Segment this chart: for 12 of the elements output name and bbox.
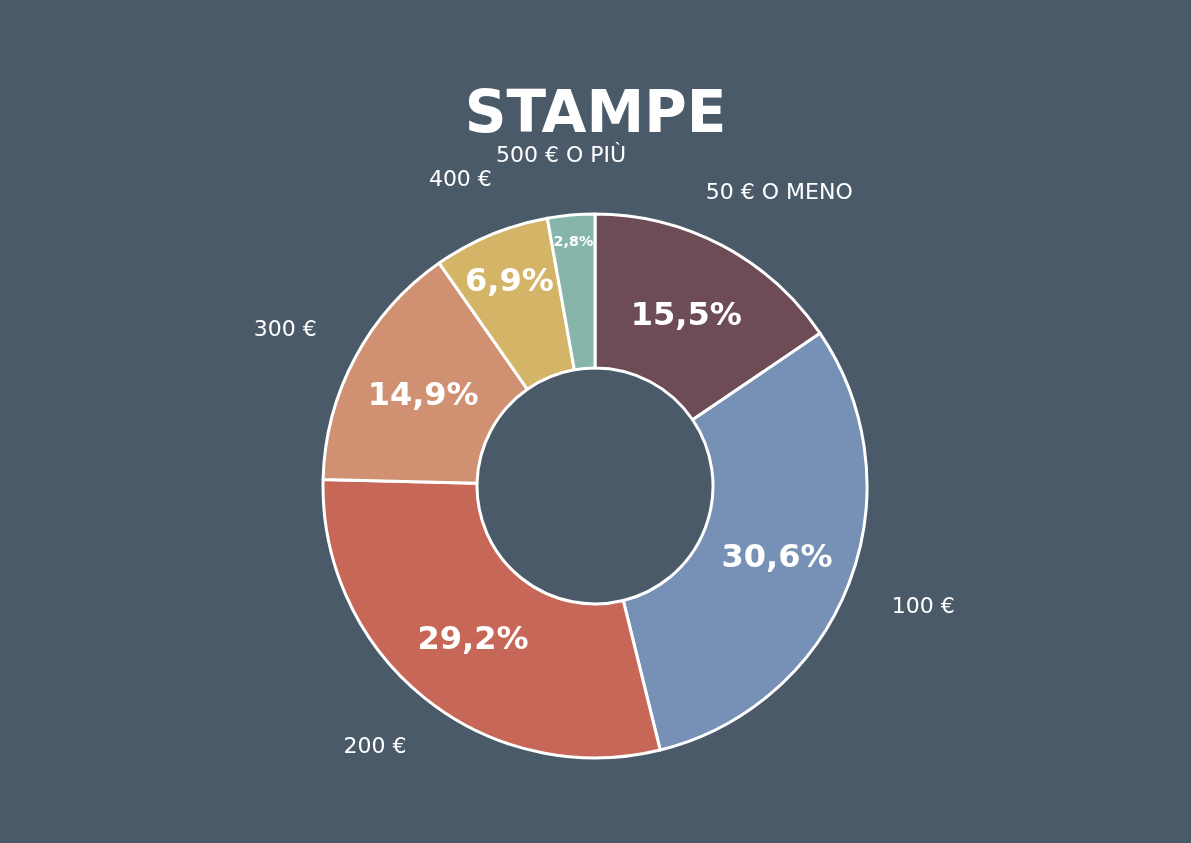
slice-label: 50 € O MENO [705, 179, 853, 205]
data-label: 15,5% [630, 294, 742, 333]
data-label: 29,2% [417, 619, 529, 658]
data-label: 2,8% [553, 233, 594, 250]
slice-label: 300 € [253, 316, 317, 342]
data-label: 6,9% [465, 260, 554, 299]
slice-label: 500 € O PIÙ [496, 141, 627, 167]
slice-label: 400 € [428, 165, 492, 191]
data-label: 14,9% [367, 374, 479, 413]
slice-label: 200 € [343, 733, 407, 759]
data-label: 30,6% [721, 536, 833, 575]
slice-label: 100 € [891, 592, 955, 618]
